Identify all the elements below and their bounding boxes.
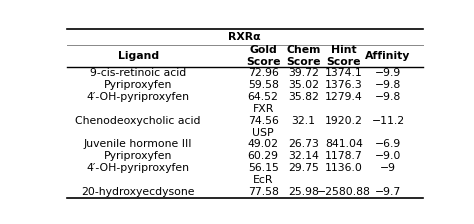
Text: FXR: FXR [253,104,274,114]
Text: 25.98: 25.98 [288,187,319,197]
Text: −9.7: −9.7 [375,187,401,197]
Text: 32.1: 32.1 [292,116,316,126]
Text: 77.58: 77.58 [248,187,279,197]
Text: −9.8: −9.8 [375,92,401,102]
Text: RXRα: RXRα [228,32,261,42]
Text: Ligand: Ligand [118,51,159,61]
Text: 59.58: 59.58 [248,80,279,90]
Text: 1136.0: 1136.0 [325,163,363,173]
Text: Chem
Score: Chem Score [286,45,321,67]
Text: 1178.7: 1178.7 [325,151,363,161]
Text: 56.15: 56.15 [248,163,279,173]
Text: USP: USP [252,127,274,138]
Text: Gold
Score: Gold Score [246,45,281,67]
Text: 39.72: 39.72 [288,68,319,78]
Text: 49.02: 49.02 [247,139,279,149]
Text: −9.8: −9.8 [375,80,401,90]
Text: Chenodeoxycholic acid: Chenodeoxycholic acid [75,116,201,126]
Text: 72.96: 72.96 [248,68,279,78]
Text: 1279.4: 1279.4 [325,92,363,102]
Text: −9: −9 [380,163,396,173]
Text: 26.73: 26.73 [288,139,319,149]
Text: 29.75: 29.75 [288,163,319,173]
Text: 74.56: 74.56 [248,116,279,126]
Text: Affinity: Affinity [365,51,410,61]
Text: Pyriproxyfen: Pyriproxyfen [104,80,173,90]
Text: 9-cis-retinoic acid: 9-cis-retinoic acid [90,68,186,78]
Text: −6.9: −6.9 [375,139,401,149]
Text: Hint
Score: Hint Score [327,45,361,67]
Text: 4′-OH-pyriproxyfen: 4′-OH-pyriproxyfen [87,92,190,102]
Text: 1376.3: 1376.3 [325,80,363,90]
Text: −9.0: −9.0 [375,151,401,161]
Text: 1920.2: 1920.2 [325,116,363,126]
Text: 841.04: 841.04 [325,139,363,149]
Text: 64.52: 64.52 [248,92,279,102]
Text: 35.82: 35.82 [288,92,319,102]
Text: Juvenile hormone III: Juvenile hormone III [84,139,192,149]
Text: 60.29: 60.29 [247,151,279,161]
Text: Pyriproxyfen: Pyriproxyfen [104,151,173,161]
Text: −11.2: −11.2 [372,116,405,126]
Text: 4′-OH-pyriproxyfen: 4′-OH-pyriproxyfen [87,163,190,173]
Text: 1374.1: 1374.1 [325,68,363,78]
Text: 32.14: 32.14 [288,151,319,161]
Text: EcR: EcR [253,175,273,185]
Text: −9.9: −9.9 [375,68,401,78]
Text: −2580.88: −2580.88 [317,187,371,197]
Text: 20-hydroxyecdysone: 20-hydroxyecdysone [82,187,195,197]
Text: 35.02: 35.02 [288,80,319,90]
